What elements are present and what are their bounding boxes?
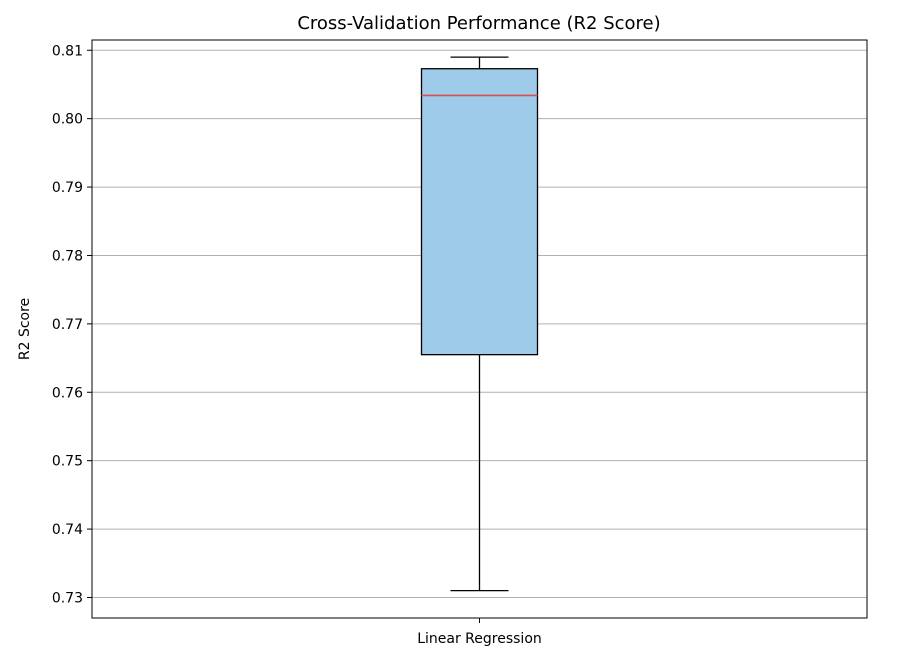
chart-title: Cross-Validation Performance (R2 Score) (297, 13, 660, 34)
x-tick-label: Linear Regression (417, 631, 542, 647)
y-tick-label: 0.75 (52, 454, 83, 470)
y-tick-label: 0.78 (52, 248, 83, 264)
y-axis-ticks: 0.73 0.74 0.75 0.76 0.77 0.78 0.79 0.80 0.81 (52, 43, 92, 606)
y-tick-label: 0.80 (52, 112, 83, 128)
box-group (420, 56, 539, 592)
x-axis-ticks: Linear Regression (417, 618, 542, 647)
y-tick-label: 0.76 (52, 385, 83, 401)
iqr-box (420, 68, 539, 356)
y-tick-label: 0.79 (52, 180, 83, 196)
y-tick-label: 0.73 (52, 590, 83, 606)
y-tick-label: 0.77 (52, 317, 83, 333)
y-axis-label: R2 Score (17, 298, 33, 360)
y-tick-label: 0.74 (52, 522, 83, 538)
y-tick-label: 0.81 (52, 43, 83, 59)
